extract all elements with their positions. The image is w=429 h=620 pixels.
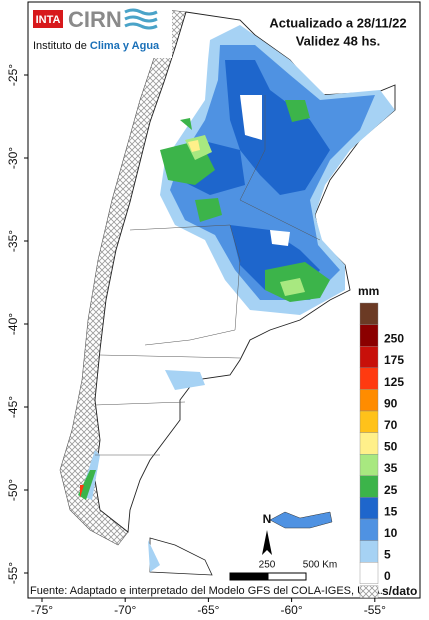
islands [269, 511, 333, 529]
logo-waves [124, 8, 158, 30]
legend-label: 0 [384, 569, 391, 583]
legend-swatch [359, 454, 379, 477]
axes: -25° -30° -35° -40° -45° -50° -55° -75° -70° -65°… [6, 64, 386, 617]
legend-swatch [359, 410, 379, 433]
legend-label: 35 [384, 461, 398, 475]
logo-mark: INTA [36, 14, 61, 26]
scale-mid: 250 [259, 560, 276, 571]
legend-swatch [359, 346, 379, 369]
logo-mark-box [33, 10, 63, 28]
lat-tick-label: -30° [6, 147, 20, 169]
scale-bar [267, 572, 307, 581]
legend-swatch [359, 540, 379, 563]
legend-swatch [359, 324, 379, 347]
precip-25 [78, 470, 96, 500]
legend-label: 10 [384, 526, 398, 540]
precip-50 [188, 140, 200, 152]
institute-prefix: Instituto de [33, 40, 90, 52]
north-arrow [262, 530, 272, 555]
lon-tick-label: -75° [31, 603, 53, 617]
legend-swatch [359, 562, 379, 585]
precip-125 [80, 485, 84, 498]
legend-label: 50 [384, 440, 398, 454]
lat-tick-label: -45° [6, 396, 20, 418]
precip-35 [185, 135, 305, 296]
lat-tick-label: -25° [6, 64, 20, 86]
updated: Actualizado a 28/11/22 [269, 15, 406, 30]
legend-label: 15 [384, 504, 398, 518]
legend-no-data: s/dato [382, 584, 417, 598]
province-borders [94, 95, 321, 456]
legend-label: 125 [384, 375, 404, 389]
legend-swatch [359, 518, 379, 541]
lat-tick-label: -55° [6, 562, 20, 584]
legend-title: mm [358, 284, 379, 298]
legend-label: 250 [384, 332, 404, 346]
legend-swatch [359, 302, 379, 325]
scale-end: 500 Km [303, 560, 337, 571]
legend-swatch [359, 475, 379, 498]
legend-label: 5 [384, 548, 391, 562]
lon-tick-label: -55° [364, 603, 386, 617]
lat-tick-label: -50° [6, 479, 20, 501]
validity: Validez 48 hs. [296, 33, 381, 48]
institute-highlight: Clima y Agua [90, 40, 160, 52]
legend-label: 175 [384, 353, 404, 367]
legend-swatch [359, 367, 379, 390]
lon-tick-label: -65° [197, 603, 219, 617]
lon-tick-label: -60° [281, 603, 303, 617]
north-label: N [263, 512, 272, 526]
scale-bar [229, 572, 269, 581]
legend-swatch [359, 389, 379, 412]
logo-name: CIRN [68, 7, 122, 32]
legend-swatch [359, 432, 379, 455]
footer: Fuente: Adaptado e interpretado del Mode… [30, 585, 383, 597]
dry-area [240, 95, 290, 246]
legend-label: 25 [384, 483, 398, 497]
institute: Instituto de Clima y Agua [33, 40, 160, 52]
legend-no-data-swatch [359, 585, 379, 598]
legend-label: 70 [384, 418, 398, 432]
legend-swatch [359, 497, 379, 520]
lat-tick-label: -40° [6, 313, 20, 335]
lat-tick-label: -35° [6, 230, 20, 252]
legend-label: 90 [384, 396, 398, 410]
lon-tick-label: -70° [114, 603, 136, 617]
